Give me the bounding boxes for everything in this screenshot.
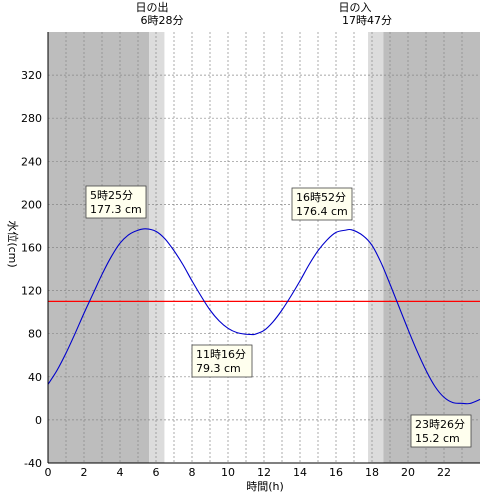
x-tick-label: 14 <box>293 466 307 479</box>
y-tick-label: 120 <box>21 285 42 298</box>
series-group <box>47 228 481 405</box>
x-tick-label: 4 <box>117 466 124 479</box>
annotation-time: 23時26分 <box>415 418 465 431</box>
grid-lines <box>48 32 480 463</box>
x-tick-label: 22 <box>437 466 451 479</box>
annotation-value: 177.3 cm <box>90 203 142 216</box>
x-tick-label: 0 <box>45 466 52 479</box>
y-tick-label: 280 <box>21 112 42 125</box>
twilight-band-evening <box>368 32 384 463</box>
x-tick-label: 10 <box>221 466 235 479</box>
x-tick-label: 8 <box>189 466 196 479</box>
sunset-label: 日の入 <box>339 1 372 14</box>
tide-level-line <box>47 228 481 405</box>
annotation-value: 176.4 cm <box>296 205 348 218</box>
y-tick-label: 320 <box>21 69 42 82</box>
y-tick-label: 240 <box>21 155 42 168</box>
x-tick-label: 12 <box>257 466 271 479</box>
sunset-time: 17時47分 <box>342 14 392 27</box>
y-tick-label: 200 <box>21 198 42 211</box>
annotation-box <box>410 414 472 448</box>
x-tick-label: 18 <box>365 466 379 479</box>
y-tick-label: 40 <box>28 371 42 384</box>
annotation-box <box>85 185 147 219</box>
x-tick-label: 16 <box>329 466 343 479</box>
x-tick-label: 6 <box>153 466 160 479</box>
y-axis-label: 水位(cm) <box>6 220 20 267</box>
y-tick-label: 80 <box>28 328 42 341</box>
x-tick-label: 20 <box>401 466 415 479</box>
x-tick-label: 2 <box>81 466 88 479</box>
sunrise-time: 6時28分 <box>141 14 184 27</box>
annotation-value: 15.2 cm <box>415 432 460 445</box>
annotation-box <box>191 344 253 378</box>
annotation-time: 16時52分 <box>296 191 346 204</box>
annotation-time: 5時25分 <box>90 189 133 202</box>
y-tick-label: 0 <box>35 414 42 427</box>
y-tick-label: 160 <box>21 242 42 255</box>
tick-labels: 0 2 4 6 8 10 12 14 16 18 20 22-40040801201602002402… <box>21 69 451 479</box>
night-band-evening <box>383 32 480 463</box>
day-band <box>164 32 369 463</box>
annotation-value: 79.3 cm <box>196 362 241 375</box>
sunrise-label: 日の出 <box>136 0 169 14</box>
axes <box>47 32 480 464</box>
annotation-box <box>291 187 353 221</box>
y-tick-label: -40 <box>24 457 42 470</box>
x-axis-label: 時間(h) <box>246 480 284 493</box>
annotation-time: 11時16分 <box>196 348 246 361</box>
